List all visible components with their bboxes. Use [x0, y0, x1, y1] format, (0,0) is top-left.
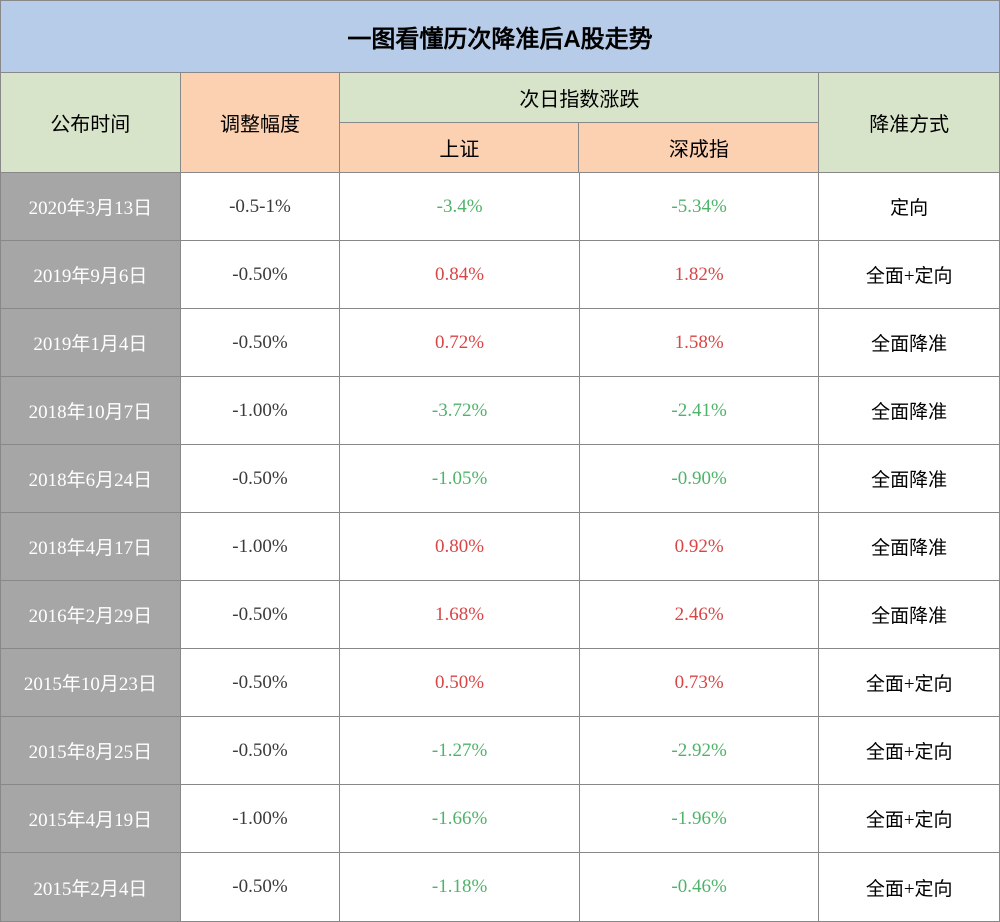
table-row: 2019年1月4日-0.50%0.72%1.58%全面降准: [1, 309, 999, 377]
method-cell: 全面降准: [819, 377, 999, 445]
sh-cell: -3.72%: [340, 377, 580, 445]
adjust-cell: -0.50%: [181, 445, 341, 513]
date-cell: 2018年6月24日: [1, 445, 181, 513]
date-cell: 2018年4月17日: [1, 513, 181, 581]
table-row: 2015年4月19日-1.00%-1.66%-1.96%全面+定向: [1, 785, 999, 853]
method-cell: 全面降准: [819, 513, 999, 581]
sh-cell: -1.05%: [340, 445, 580, 513]
sh-cell: 0.50%: [340, 649, 580, 717]
method-cell: 全面降准: [819, 445, 999, 513]
header-sh: 上证: [340, 123, 579, 173]
adjust-cell: -0.50%: [181, 717, 341, 785]
method-cell: 全面降准: [819, 581, 999, 649]
sz-cell: 0.92%: [580, 513, 820, 581]
method-cell: 全面+定向: [819, 241, 999, 309]
sz-cell: 1.58%: [580, 309, 820, 377]
method-cell: 全面+定向: [819, 785, 999, 853]
adjust-cell: -1.00%: [181, 513, 341, 581]
header-date: 公布时间: [1, 73, 181, 173]
method-cell: 全面+定向: [819, 853, 999, 921]
table-row: 2015年2月4日-0.50%-1.18%-0.46%全面+定向: [1, 853, 999, 921]
method-cell: 全面降准: [819, 309, 999, 377]
adjust-cell: -1.00%: [181, 785, 341, 853]
table-body: 2020年3月13日-0.5-1%-3.4%-5.34%定向2019年9月6日-…: [1, 173, 999, 921]
date-cell: 2018年10月7日: [1, 377, 181, 445]
header-sz: 深成指: [579, 123, 818, 173]
table-row: 2015年8月25日-0.50%-1.27%-2.92%全面+定向: [1, 717, 999, 785]
sz-cell: -0.90%: [580, 445, 820, 513]
method-cell: 定向: [819, 173, 999, 241]
table-row: 2018年10月7日-1.00%-3.72%-2.41%全面降准: [1, 377, 999, 445]
sz-cell: 0.73%: [580, 649, 820, 717]
header-method: 降准方式: [819, 73, 999, 173]
sh-cell: -1.66%: [340, 785, 580, 853]
table-row: 2019年9月6日-0.50%0.84%1.82%全面+定向: [1, 241, 999, 309]
header-index-group-label: 次日指数涨跌: [340, 73, 818, 123]
sh-cell: 0.80%: [340, 513, 580, 581]
table-row: 2018年4月17日-1.00%0.80%0.92%全面降准: [1, 513, 999, 581]
header-index-group: 次日指数涨跌 上证 深成指: [340, 73, 819, 173]
method-cell: 全面+定向: [819, 649, 999, 717]
rrr-cut-table: 一图看懂历次降准后A股走势 公布时间 调整幅度 次日指数涨跌 上证 深成指 降准…: [0, 0, 1000, 922]
sz-cell: -0.46%: [580, 853, 820, 921]
table-row: 2018年6月24日-0.50%-1.05%-0.90%全面降准: [1, 445, 999, 513]
sz-cell: -5.34%: [580, 173, 820, 241]
adjust-cell: -0.5-1%: [181, 173, 341, 241]
table-row: 2016年2月29日-0.50%1.68%2.46%全面降准: [1, 581, 999, 649]
date-cell: 2019年1月4日: [1, 309, 181, 377]
method-cell: 全面+定向: [819, 717, 999, 785]
date-cell: 2019年9月6日: [1, 241, 181, 309]
adjust-cell: -0.50%: [181, 853, 341, 921]
sh-cell: -1.27%: [340, 717, 580, 785]
sh-cell: 1.68%: [340, 581, 580, 649]
date-cell: 2015年8月25日: [1, 717, 181, 785]
table-row: 2015年10月23日-0.50%0.50%0.73%全面+定向: [1, 649, 999, 717]
date-cell: 2015年4月19日: [1, 785, 181, 853]
sz-cell: 1.82%: [580, 241, 820, 309]
adjust-cell: -1.00%: [181, 377, 341, 445]
date-cell: 2015年2月4日: [1, 853, 181, 921]
sz-cell: -2.92%: [580, 717, 820, 785]
table-row: 2020年3月13日-0.5-1%-3.4%-5.34%定向: [1, 173, 999, 241]
adjust-cell: -0.50%: [181, 581, 341, 649]
adjust-cell: -0.50%: [181, 241, 341, 309]
table-header: 公布时间 调整幅度 次日指数涨跌 上证 深成指 降准方式: [1, 73, 999, 173]
sh-cell: -3.4%: [340, 173, 580, 241]
header-adjust: 调整幅度: [181, 73, 341, 173]
table-title: 一图看懂历次降准后A股走势: [1, 1, 999, 73]
sh-cell: -1.18%: [340, 853, 580, 921]
sz-cell: -2.41%: [580, 377, 820, 445]
adjust-cell: -0.50%: [181, 309, 341, 377]
sh-cell: 0.72%: [340, 309, 580, 377]
date-cell: 2016年2月29日: [1, 581, 181, 649]
date-cell: 2020年3月13日: [1, 173, 181, 241]
adjust-cell: -0.50%: [181, 649, 341, 717]
sh-cell: 0.84%: [340, 241, 580, 309]
date-cell: 2015年10月23日: [1, 649, 181, 717]
sz-cell: -1.96%: [580, 785, 820, 853]
sz-cell: 2.46%: [580, 581, 820, 649]
